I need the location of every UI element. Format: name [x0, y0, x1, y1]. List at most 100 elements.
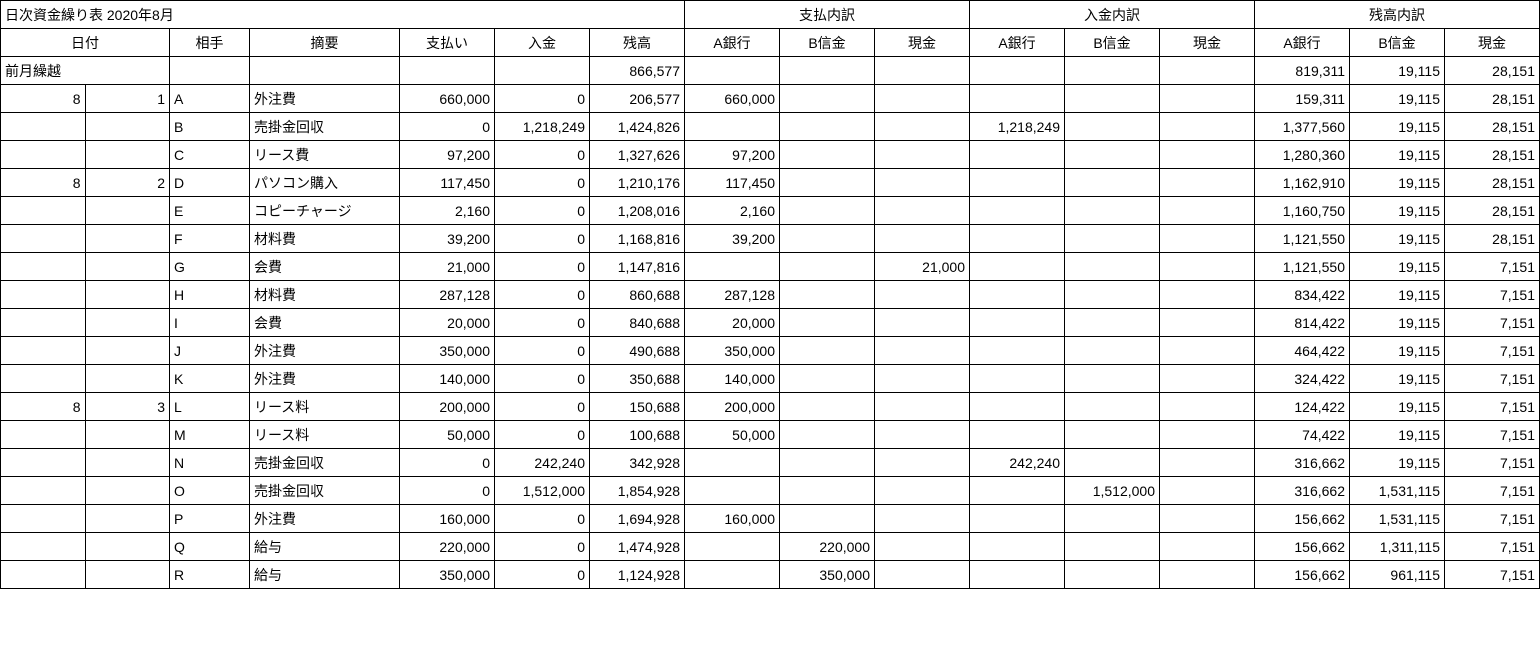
- table-row: Eコピーチャージ2,16001,208,0162,1601,160,75019,…: [1, 197, 1540, 225]
- cell-month: 8: [1, 85, 86, 113]
- cell-balance: 1,327,626: [590, 141, 685, 169]
- cell-balance: 1,474,928: [590, 533, 685, 561]
- cell-dep-b: [1065, 197, 1160, 225]
- cell-dep-a: [970, 197, 1065, 225]
- cell-bal-b: 1,531,115: [1350, 505, 1445, 533]
- cell-dep-cash: [1160, 561, 1255, 589]
- cell-desc: 会費: [250, 309, 400, 337]
- cell-desc: 売掛金回収: [250, 449, 400, 477]
- cell-deposit: 0: [495, 505, 590, 533]
- cell-pay-cash: [875, 281, 970, 309]
- table-row: J外注費350,0000490,688350,000464,42219,1157…: [1, 337, 1540, 365]
- cell-dep-b: [1065, 561, 1160, 589]
- cell-dep-cash: [1160, 197, 1255, 225]
- carryover-label: 前月繰越: [1, 57, 170, 85]
- cell-bal-b: 1,311,115: [1350, 533, 1445, 561]
- cell-bal-cash: 28,151: [1445, 225, 1540, 253]
- cell-dep-b: [1065, 85, 1160, 113]
- cell-balance: 860,688: [590, 281, 685, 309]
- cell-pay-cash: [875, 421, 970, 449]
- cell-dep-b: [1065, 505, 1160, 533]
- cell-payment: 117,450: [400, 169, 495, 197]
- header-dep-b: B信金: [1065, 29, 1160, 57]
- cell-bal-a: 1,121,550: [1255, 253, 1350, 281]
- cell-bal-a: 316,662: [1255, 449, 1350, 477]
- cell-day: [85, 533, 170, 561]
- cell-bal-cash: 7,151: [1445, 449, 1540, 477]
- cell-deposit: 0: [495, 197, 590, 225]
- cell-pay-b: [780, 197, 875, 225]
- cell-desc: パソコン購入: [250, 169, 400, 197]
- header-row: 日付 相手 摘要 支払い 入金 残高 A銀行 B信金 現金 A銀行 B信金 現金…: [1, 29, 1540, 57]
- cell-pay-a: [685, 253, 780, 281]
- cell-pay-b: [780, 477, 875, 505]
- cell-party: Q: [170, 533, 250, 561]
- cell-bal-b: 19,115: [1350, 225, 1445, 253]
- header-dep-cash: 現金: [1160, 29, 1255, 57]
- cell-payment: 200,000: [400, 393, 495, 421]
- cell-day: [85, 421, 170, 449]
- cell-pay-a: 50,000: [685, 421, 780, 449]
- header-balance: 残高: [590, 29, 685, 57]
- cell-pay-cash: [875, 505, 970, 533]
- cell-pay-b: [780, 393, 875, 421]
- cell-dep-b: [1065, 281, 1160, 309]
- cell-pay-a: 117,450: [685, 169, 780, 197]
- cell-bal-b: 19,115: [1350, 449, 1445, 477]
- cell-bal-b: 1,531,115: [1350, 477, 1445, 505]
- cell-party: O: [170, 477, 250, 505]
- cell-dep-cash: [1160, 141, 1255, 169]
- cell-dep-a: [970, 533, 1065, 561]
- cell-deposit: 0: [495, 253, 590, 281]
- cell-deposit: 0: [495, 225, 590, 253]
- header-bal-b: B信金: [1350, 29, 1445, 57]
- cell-bal-b: 19,115: [1350, 281, 1445, 309]
- cell-month: [1, 477, 86, 505]
- cell-day: [85, 253, 170, 281]
- cell-bal-b: 19,115: [1350, 85, 1445, 113]
- cell-balance: 1,147,816: [590, 253, 685, 281]
- cell-deposit: 0: [495, 533, 590, 561]
- carryover-pay-cash: [875, 57, 970, 85]
- cell-dep-cash: [1160, 533, 1255, 561]
- cell-dep-a: [970, 309, 1065, 337]
- cell-pay-b: [780, 337, 875, 365]
- cell-day: 2: [85, 169, 170, 197]
- cell-payment: 50,000: [400, 421, 495, 449]
- header-date: 日付: [1, 29, 170, 57]
- cell-pay-cash: [875, 141, 970, 169]
- cell-pay-a: 200,000: [685, 393, 780, 421]
- cell-pay-cash: [875, 449, 970, 477]
- cell-desc: リース料: [250, 421, 400, 449]
- cell-pay-cash: [875, 197, 970, 225]
- cell-dep-a: [970, 141, 1065, 169]
- cell-dep-b: [1065, 533, 1160, 561]
- header-pay-b: B信金: [780, 29, 875, 57]
- group-header-balance: 残高内訳: [1255, 1, 1540, 29]
- cell-pay-b: [780, 421, 875, 449]
- cell-party: B: [170, 113, 250, 141]
- cell-balance: 1,854,928: [590, 477, 685, 505]
- table-row: R給与350,00001,124,928350,000156,662961,11…: [1, 561, 1540, 589]
- cell-day: 3: [85, 393, 170, 421]
- cell-month: [1, 253, 86, 281]
- carryover-party: [170, 57, 250, 85]
- cell-month: [1, 449, 86, 477]
- cell-dep-a: 1,218,249: [970, 113, 1065, 141]
- cell-payment: 160,000: [400, 505, 495, 533]
- cell-desc: 外注費: [250, 337, 400, 365]
- cell-deposit: 0: [495, 337, 590, 365]
- cell-balance: 840,688: [590, 309, 685, 337]
- cell-balance: 1,210,176: [590, 169, 685, 197]
- cell-balance: 1,694,928: [590, 505, 685, 533]
- cell-pay-cash: [875, 561, 970, 589]
- cell-bal-cash: 7,151: [1445, 505, 1540, 533]
- cell-dep-cash: [1160, 85, 1255, 113]
- cell-desc: 給与: [250, 561, 400, 589]
- cell-day: [85, 225, 170, 253]
- cell-bal-a: 74,422: [1255, 421, 1350, 449]
- header-payment: 支払い: [400, 29, 495, 57]
- cell-bal-a: 316,662: [1255, 477, 1350, 505]
- cell-pay-cash: [875, 309, 970, 337]
- cell-day: [85, 505, 170, 533]
